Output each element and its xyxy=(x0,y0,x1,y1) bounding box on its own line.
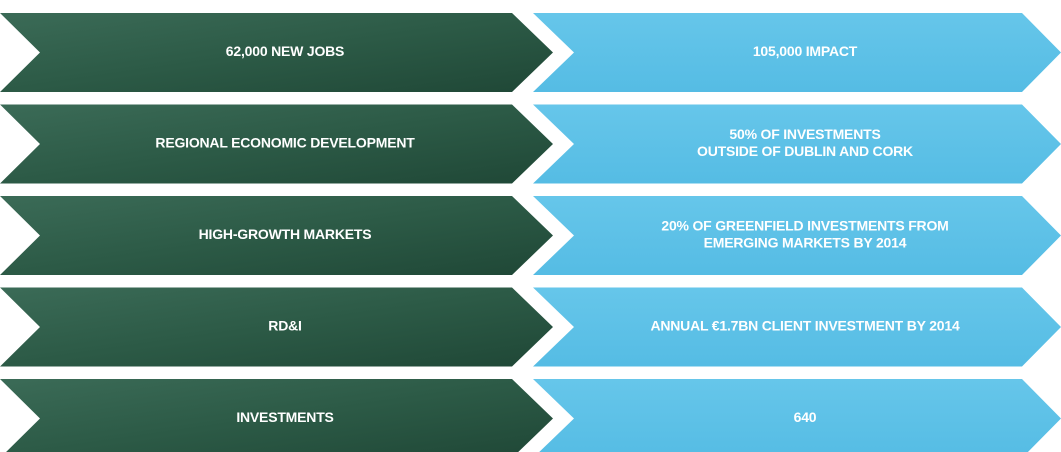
right-chevron xyxy=(533,104,1061,184)
right-label: 50% OF INVESTMENTS xyxy=(729,126,880,142)
right-chevron xyxy=(533,196,1061,275)
right-label: 105,000 IMPACT xyxy=(753,43,858,59)
right-chevron xyxy=(533,287,1061,367)
left-chevron xyxy=(0,104,553,184)
right-label: 20% OF GREENFIELD INVESTMENTS FROM xyxy=(661,218,948,234)
right-label: EMERGING MARKETS BY 2014 xyxy=(704,235,907,251)
right-chevron xyxy=(533,379,1061,452)
left-chevron xyxy=(0,379,553,452)
left-label: REGIONAL ECONOMIC DEVELOPMENT xyxy=(155,135,415,151)
right-label: ANNUAL €1.7BN CLIENT INVESTMENT BY 2014 xyxy=(650,318,960,334)
left-chevron xyxy=(0,287,553,367)
right-label: 640 xyxy=(794,409,817,425)
left-label: RD&I xyxy=(268,318,301,334)
left-label: INVESTMENTS xyxy=(236,409,333,425)
left-chevron xyxy=(0,196,553,275)
right-chevron xyxy=(533,13,1061,92)
left-chevron xyxy=(0,13,553,92)
right-label: OUTSIDE OF DUBLIN AND CORK xyxy=(697,143,913,159)
left-label: 62,000 NEW JOBS xyxy=(226,43,344,59)
left-label: HIGH-GROWTH MARKETS xyxy=(199,226,372,242)
